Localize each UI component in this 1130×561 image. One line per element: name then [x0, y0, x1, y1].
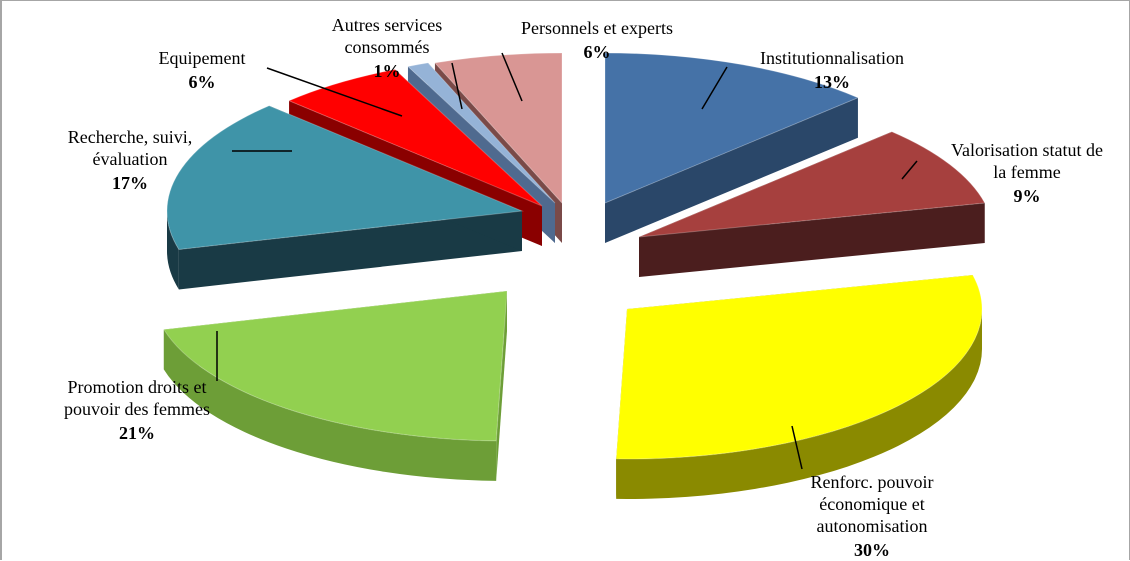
slice-percent: 9%: [1014, 186, 1041, 206]
slice-outer-wall: [616, 309, 982, 499]
slice-outer-wall: [167, 211, 179, 290]
slice-label-line: Equipement: [159, 48, 246, 68]
pie-slices: [163, 52, 986, 499]
slice-percent: 13%: [814, 72, 850, 92]
slice-side-wall: [178, 211, 523, 290]
slice-side-wall: [496, 291, 507, 481]
leader-line: [701, 66, 728, 110]
pie-slice: [615, 274, 983, 499]
slice-label: Equipement 6%: [159, 48, 246, 92]
leader-line: [901, 160, 918, 180]
leader-line: [266, 67, 403, 117]
slice-label: Promotion droits et pouvoir des femmes 21%: [64, 377, 210, 443]
slice-percent: 17%: [112, 173, 148, 193]
slice-label-line: Valorisation statut de: [951, 140, 1103, 160]
slice-label-line: Renforc. pouvoir: [811, 472, 934, 492]
slice-percent: 21%: [119, 423, 155, 443]
slice-top: [604, 52, 860, 204]
slice-outer-wall: [163, 329, 497, 481]
slice-label-line: consommés: [345, 37, 430, 57]
leader-line: [501, 52, 523, 102]
slice-label-line: autonomisation: [817, 516, 928, 536]
slice-percent: 30%: [854, 540, 890, 560]
slice-label: Valorisation statut de la femme 9%: [951, 140, 1103, 206]
slice-top: [406, 62, 556, 204]
slice-top: [615, 274, 983, 460]
slice-percent: 1%: [374, 61, 401, 81]
slice-label: Personnels et experts 6%: [521, 18, 673, 62]
slice-top: [287, 68, 543, 207]
slice-top: [638, 131, 986, 238]
pie-slice: [638, 131, 986, 277]
slice-label: Recherche, suivi, évaluation 17%: [68, 127, 192, 193]
slice-label-line: Personnels et experts: [521, 18, 673, 38]
slice-label-line: Institutionnalisation: [760, 48, 904, 68]
slice-top: [163, 290, 508, 442]
slice-label-line: pouvoir des femmes: [64, 399, 210, 419]
slice-label: Renforc. pouvoir économique et autonomisat…: [811, 472, 934, 560]
pie-slice: [166, 105, 524, 290]
leader-line: [791, 425, 803, 470]
slice-label-line: la femme: [993, 162, 1060, 182]
slice-top: [166, 105, 524, 250]
slice-side-wall: [605, 97, 858, 243]
slice-label: Autres services consommés 1%: [332, 15, 442, 81]
leader-line: [451, 62, 463, 110]
slice-percent: 6%: [584, 42, 611, 62]
slice-label-line: évaluation: [93, 149, 168, 169]
slice-labels: Institutionnalisation 13% Valorisation sta…: [64, 15, 1103, 560]
leader-lines: [216, 52, 918, 470]
slice-side-wall: [639, 202, 985, 277]
slice-label-line: Autres services: [332, 15, 442, 35]
slice-label: Institutionnalisation 13%: [760, 48, 904, 92]
slice-label-line: économique et: [819, 494, 924, 514]
slice-label-line: Recherche, suivi,: [68, 127, 192, 147]
pie-slice: [163, 290, 508, 481]
slice-percent: 6%: [189, 72, 216, 92]
slice-top: [433, 52, 563, 205]
slice-label-line: Promotion droits et: [68, 377, 207, 397]
pie-slice: [604, 52, 860, 243]
